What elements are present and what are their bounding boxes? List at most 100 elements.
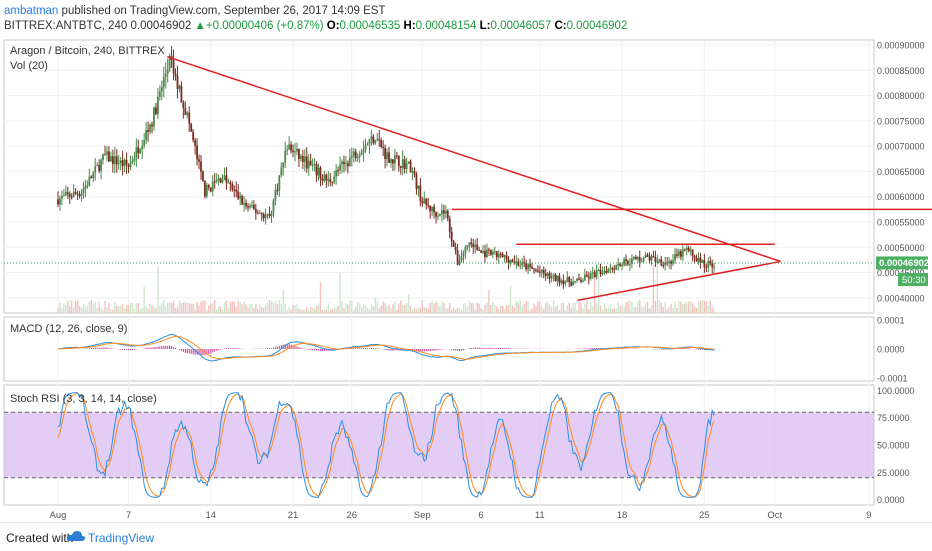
candle-body [331, 181, 334, 183]
volume-bar [333, 307, 335, 313]
svg-text:50:30: 50:30 [902, 275, 926, 286]
candle-body [298, 148, 300, 159]
candle-body [444, 210, 447, 214]
candle-body [137, 147, 140, 154]
volume-bar [400, 300, 402, 313]
volume-bar [535, 306, 537, 313]
volume-bar [382, 301, 384, 313]
candle-body [711, 262, 714, 268]
volume-bar [74, 300, 77, 313]
candle-body [346, 163, 349, 167]
candle-body [585, 274, 588, 277]
volume-bar [539, 301, 541, 313]
candle-body [540, 269, 543, 273]
volume-bar [431, 301, 433, 313]
candle-body [629, 263, 631, 265]
volume-bar [627, 300, 629, 313]
candle-body [672, 260, 674, 264]
volume-bar [654, 300, 657, 313]
volume-bar [392, 304, 394, 313]
candle-body [664, 262, 667, 266]
candle-body [439, 214, 441, 216]
volume-bar [644, 302, 647, 313]
volume-bar [697, 301, 700, 313]
trendline [167, 55, 781, 263]
candle-body [317, 167, 320, 176]
candle-body [350, 155, 353, 158]
candle-body [362, 150, 365, 153]
volume-bar [335, 308, 337, 313]
volume-bar [237, 301, 239, 313]
stoch-rsi-series [4, 392, 874, 498]
candle-body [225, 175, 228, 183]
candle-body [268, 214, 271, 216]
volume-bar [390, 308, 392, 313]
volume-bar [274, 300, 277, 313]
volume-bar [168, 302, 171, 313]
candle-body [589, 273, 592, 279]
volume-bar [421, 300, 424, 313]
volume-bar [474, 309, 476, 313]
time-tick-label: 11 [535, 510, 545, 521]
candle-body [276, 189, 279, 191]
volume-bar [476, 302, 478, 313]
volume-bar [261, 307, 263, 313]
candle-body [441, 210, 443, 215]
tradingview-logo-link[interactable]: TradingView [88, 531, 155, 545]
volume-bar [641, 307, 643, 313]
volume-bar [178, 300, 181, 313]
candle-body [290, 144, 292, 151]
candle-body [701, 260, 704, 263]
volume-bar [202, 300, 204, 313]
high-value: 0.00048154 [415, 20, 477, 32]
volume-bar [699, 300, 702, 313]
candle-body [211, 181, 214, 192]
rsi-tick-label: 75.0000 [877, 413, 910, 423]
volume-bar [646, 301, 649, 313]
volume-bar [584, 303, 586, 313]
chart-canvas[interactable]: 0.00090000 0.00085000 0.00080000 0.00075000… [0, 36, 932, 522]
candle-body [562, 280, 565, 284]
volume-bar [529, 309, 531, 313]
volume-bar [454, 309, 457, 313]
candle-body [554, 274, 557, 281]
time-tick-label: 25 [699, 510, 710, 521]
candle-body [192, 131, 195, 141]
volume-bar [388, 304, 390, 313]
candle-body [311, 164, 314, 166]
candle-body [583, 274, 586, 281]
candle-body [247, 206, 249, 208]
candle-body [139, 149, 142, 154]
candle-body [219, 178, 222, 183]
volume-bar [174, 308, 177, 313]
volume-bar [112, 309, 114, 313]
candle-body [656, 261, 659, 263]
candle-body [74, 191, 77, 194]
volume-label: Vol (20) [10, 60, 48, 72]
volume-bar [204, 300, 206, 313]
candle-body [615, 265, 618, 270]
volume-bar [429, 302, 431, 313]
candle-body [595, 270, 598, 278]
candle-body [284, 150, 287, 163]
candle-body [104, 154, 106, 156]
volume-bar [243, 301, 245, 313]
svg-text:0.00046902: 0.00046902 [879, 258, 929, 269]
candle-body [425, 198, 428, 205]
volume-bar [380, 305, 382, 313]
candle-body [419, 185, 422, 202]
candle-body [207, 185, 210, 188]
candle-body [431, 206, 434, 212]
volume-bar [106, 307, 108, 313]
candle-body [509, 259, 512, 264]
candle-body [470, 242, 473, 244]
author-link[interactable]: ambatman [4, 5, 59, 17]
volume-bar [370, 304, 373, 313]
candle-body [533, 268, 535, 270]
volume-bar [451, 309, 453, 313]
volume-bar [262, 308, 265, 313]
candle-body [319, 167, 322, 179]
volume-bar [484, 304, 486, 313]
candle-body [607, 268, 610, 273]
candle-body [368, 139, 371, 145]
